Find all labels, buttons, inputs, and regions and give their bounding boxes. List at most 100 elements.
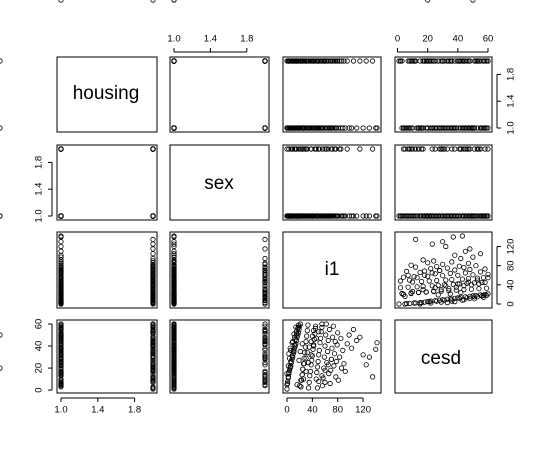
point-cesd-vs-housing <box>58 370 64 377</box>
point-cesd-vs-i1 <box>316 352 322 358</box>
tick-label-right-i1: 0 <box>506 301 517 306</box>
point-i1-vs-cesd <box>434 263 440 270</box>
point-i1-vs-housing <box>58 0 64 3</box>
point-i1-vs-cesd <box>467 246 473 252</box>
point-i1-vs-sex <box>171 283 177 289</box>
point-i1-vs-cesd <box>480 294 487 300</box>
panel-cesd-vs-cesd <box>394 319 493 394</box>
point-sex-vs-cesd <box>485 146 491 152</box>
point-i1-vs-cesd <box>467 266 473 273</box>
tick-label-bottom-housing: 1.8 <box>128 405 141 416</box>
tick-label-left-sex: 1.4 <box>34 183 45 196</box>
point-i1-vs-housing <box>58 267 64 274</box>
point-cesd-vs-housing <box>58 332 64 338</box>
point-cesd-vs-sex <box>262 356 268 362</box>
point-sex-vs-cesd <box>420 146 426 152</box>
point-i1-vs-cesd <box>449 298 455 304</box>
point-sex-vs-i1 <box>328 146 334 152</box>
point-i1-vs-housing <box>150 300 156 306</box>
point-cesd-vs-i1 <box>338 335 344 341</box>
point-cesd-vs-i1 <box>303 355 309 361</box>
point-i1-vs-cesd <box>434 277 440 284</box>
point-sex-vs-cesd <box>464 146 470 152</box>
point-cesd-vs-housing <box>150 368 156 374</box>
point-i1-vs-cesd <box>406 277 413 283</box>
point-housing-vs-i1 <box>335 58 341 64</box>
point-housing-vs-i1 <box>341 58 347 64</box>
point-cesd-vs-sex <box>171 370 177 377</box>
point-housing-vs-i1 <box>369 58 376 64</box>
point-cesd-vs-housing <box>58 345 64 351</box>
point-cesd-vs-i1 <box>297 348 303 355</box>
point-cesd-vs-i1 <box>302 344 308 350</box>
point-cesd-vs-i1 <box>325 337 331 344</box>
point-housing-vs-cesd <box>446 125 452 131</box>
point-sex-vs-cesd <box>406 146 413 152</box>
point-sex-vs-cesd <box>482 146 488 152</box>
point-housing-vs-i1 <box>340 125 346 131</box>
point-cesd-vs-housing <box>150 363 156 369</box>
tick-label-top-cesd: 0 <box>395 34 400 45</box>
point-cesd-vs-sex <box>262 379 268 385</box>
point-sex-vs-i1 <box>322 213 328 219</box>
point-cesd-vs-i1 <box>0 332 3 338</box>
point-housing-vs-cesd <box>405 58 411 64</box>
point-housing-vs-i1 <box>308 58 314 64</box>
point-housing-vs-cesd <box>477 58 484 64</box>
point-sex-vs-cesd <box>467 146 473 152</box>
point-i1-vs-sex <box>262 279 268 286</box>
point-cesd-vs-i1 <box>296 357 302 363</box>
point-sex-vs-i1 <box>322 146 328 152</box>
point-i1-vs-housing <box>150 281 156 287</box>
point-housing-vs-cesd <box>455 58 461 64</box>
point-i1-vs-cesd <box>418 278 425 285</box>
point-i1-vs-cesd <box>420 283 426 289</box>
point-i1-vs-cesd <box>461 297 467 303</box>
point-i1-vs-cesd <box>417 301 423 307</box>
point-cesd-vs-i1 <box>316 347 322 353</box>
point-i1-vs-cesd <box>468 286 474 292</box>
point-housing-vs-cesd <box>459 125 465 131</box>
point-cesd-vs-i1 <box>341 361 347 367</box>
point-housing-vs-i1 <box>350 58 357 64</box>
point-i1-vs-housing <box>58 298 64 304</box>
point-cesd-vs-i1 <box>329 345 335 351</box>
point-i1-vs-cesd <box>452 267 458 273</box>
point-i1-vs-cesd <box>462 248 468 254</box>
point-sex-vs-i1 <box>357 146 363 152</box>
point-cesd-vs-housing <box>150 324 156 330</box>
point-cesd-vs-i1 <box>303 338 309 345</box>
point-cesd-vs-sex <box>262 353 268 359</box>
point-cesd-vs-i1 <box>309 357 315 363</box>
point-sex-vs-housing <box>58 213 64 219</box>
point-sex-vs-cesd <box>418 146 425 152</box>
point-cesd-vs-i1 <box>363 362 369 368</box>
point-housing-vs-cesd <box>399 58 405 64</box>
point-i1-vs-cesd <box>446 287 452 294</box>
point-cesd-vs-i1 <box>354 337 360 344</box>
panel-i1-vs-housing <box>56 231 158 309</box>
point-i1-vs-cesd <box>459 233 465 239</box>
point-cesd-vs-i1 <box>307 373 313 379</box>
point-housing-vs-i1 <box>348 125 355 131</box>
point-i1-vs-sex <box>262 288 268 294</box>
point-cesd-vs-i1 <box>294 381 300 388</box>
point-sex-vs-i1 <box>342 213 348 219</box>
point-cesd-vs-i1 <box>288 358 294 365</box>
point-cesd-vs-housing <box>58 362 64 368</box>
point-cesd-vs-i1 <box>317 340 323 346</box>
point-sex-vs-cesd <box>440 146 446 152</box>
point-sex-vs-housing <box>150 146 156 152</box>
point-sex-vs-i1 <box>354 213 360 219</box>
point-housing-vs-cesd <box>470 125 476 131</box>
point-cesd-vs-i1 <box>299 341 305 347</box>
point-housing-vs-i1 <box>284 125 290 131</box>
point-i1-vs-sex <box>171 251 177 257</box>
point-cesd-vs-i1 <box>284 386 290 392</box>
point-cesd-vs-i1 <box>308 352 314 358</box>
point-housing-vs-cesd <box>482 125 488 131</box>
tick-label-bottom-housing: 1.0 <box>54 405 67 416</box>
point-i1-vs-sex <box>262 246 268 252</box>
point-cesd-vs-i1 <box>334 342 340 348</box>
point-i1-vs-cesd <box>452 252 458 258</box>
